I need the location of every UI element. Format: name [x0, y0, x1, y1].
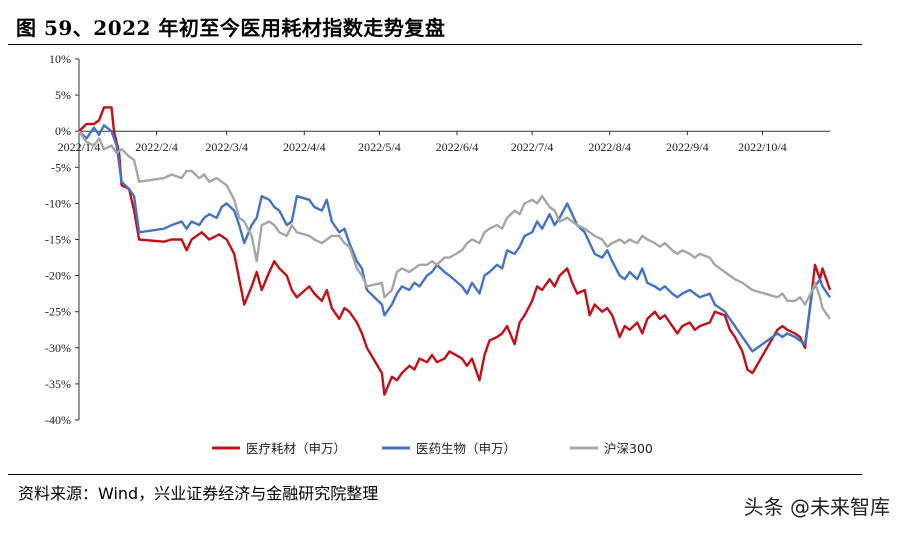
y-tick-label: 10%: [49, 52, 71, 66]
y-tick-label: 0%: [55, 124, 71, 138]
y-tick-label: -10%: [45, 196, 71, 210]
title-rule: [8, 44, 862, 45]
series-line-2: [78, 124, 831, 353]
x-tick-label: 2022/10/4: [738, 140, 787, 154]
y-tick-label: -35%: [45, 377, 71, 391]
x-tick-label: 2022/2/4: [135, 140, 178, 154]
y-tick-label: -30%: [45, 341, 71, 355]
x-axis: 2022/1/4 2022/2/4 2022/3/4 2022/4/4 2022/5/4…: [58, 130, 830, 154]
source-note: 资料来源：Wind，兴业证券经济与金融研究院整理: [18, 484, 379, 503]
legend-label: 沪深300: [604, 441, 653, 456]
y-tick-label: -20%: [45, 269, 71, 283]
x-tick-label: 2022/8/4: [588, 140, 631, 154]
x-tick-label: 2022/3/4: [205, 140, 248, 154]
series-line-3: [78, 130, 831, 320]
legend-label: 医疗耗材（申万）: [246, 441, 346, 456]
y-tick-label: -40%: [45, 413, 71, 427]
series-line-1: [78, 106, 832, 396]
x-tick-label: 2022/4/4: [283, 140, 326, 154]
watermark: 头条 @未来智库: [743, 495, 890, 519]
x-tick-label: 2022/6/4: [436, 140, 479, 154]
legend: 医疗耗材（申万） 医药生物（申万） 沪深300: [212, 441, 653, 456]
source-rule: [8, 474, 862, 475]
y-tick-label: -15%: [45, 233, 71, 247]
series-lines: [78, 106, 832, 396]
line-chart: 10% 5% 0% -5% -10% -15% -20% -25% -30% -35% -40% 2…: [45, 52, 832, 456]
y-axis: 10% 5% 0% -5% -10% -15% -20% -25% -30% -35% -40%: [45, 52, 80, 427]
x-tick-label: 2022/5/4: [358, 140, 401, 154]
y-tick-label: 5%: [55, 88, 71, 102]
legend-label: 医药生物（申万）: [416, 441, 516, 456]
x-tick-label: 2022/7/4: [511, 140, 554, 154]
y-tick-label: -5%: [51, 160, 71, 174]
x-tick-label: 2022/9/4: [666, 140, 709, 154]
y-tick-label: -25%: [45, 305, 71, 319]
chart-title: 图 59、2022 年初至今医用耗材指数走势复盘: [16, 16, 446, 40]
x-tick-label: 2022/1/4: [58, 140, 101, 154]
